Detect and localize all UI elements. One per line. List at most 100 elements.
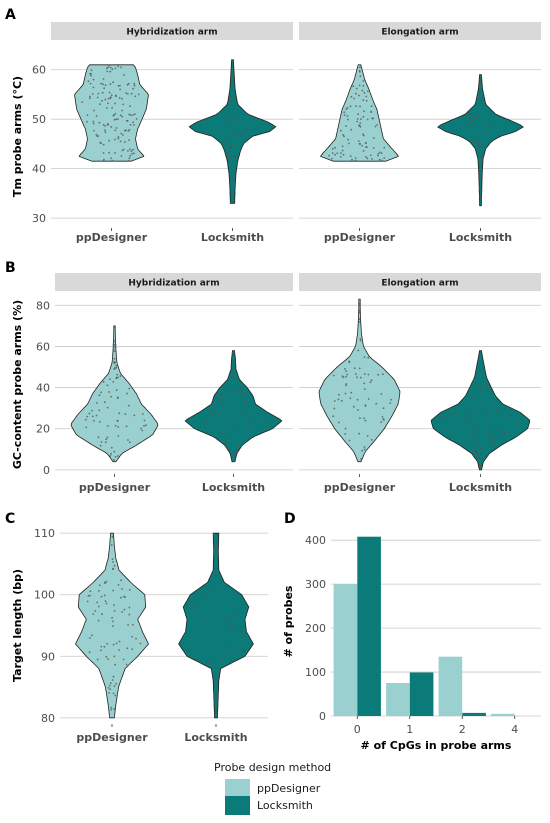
panel-c-facet-1-dot: [111, 620, 114, 623]
panel-b-facet-1-dot: [258, 428, 261, 431]
panel-a-facet-1-dot: [229, 100, 232, 102]
panel-c-facet-1-dot: [194, 593, 197, 595]
panel-c-facet-1-dot: [224, 617, 227, 620]
panel-b-facet-1-dot: [117, 376, 120, 379]
panel-c-facet-1-dot: [218, 583, 221, 586]
panel-b-facet-1-dot: [209, 409, 212, 412]
panel-a-facet-2-dot: [349, 105, 352, 108]
panel-a-facet-1-dot: [232, 103, 235, 106]
panel-b-facet-1-y-tick-label-40: 40: [36, 382, 50, 395]
panel-b-facet-2-dot: [345, 370, 348, 372]
panel-a-facet-2-dot: [343, 114, 346, 116]
panel-c-facet-1-dot: [88, 651, 91, 654]
panel-b-facet-2-dot: [353, 367, 356, 370]
panel-b-facet-2-dot: [359, 303, 361, 305]
panel-a-facet-1-dot: [230, 96, 233, 99]
panel-c-facet-1-dot: [111, 616, 113, 619]
panel-a-facet-1-dot: [106, 70, 109, 73]
panel-c-facet-1-x-tick-label-ppdesigner: ppDesigner: [76, 731, 148, 744]
panel-c-facet-1-dot: [214, 678, 216, 681]
panel-b-facet-2-dot: [364, 419, 367, 422]
panel-a-facet-1-x-tick-label-locksmith: Locksmith: [201, 231, 264, 244]
panel-b-facet-2-dot: [363, 388, 366, 391]
panel-a-facet-2-dot: [342, 134, 344, 136]
panel-a-facet-1-dot: [230, 94, 233, 97]
panel-a-facet-2-dot: [365, 95, 368, 98]
panel-a-facet-1-dot: [229, 112, 232, 115]
panel-a-facet-1-dot: [231, 177, 234, 180]
panel-a-y-axis-title: Tm probe arms (°C): [11, 76, 24, 197]
panel-c-facet-1-y-tick-label-80: 80: [41, 712, 55, 725]
panel-a-facet-1-dot: [92, 86, 95, 89]
panel-a-facet-1-strip: [51, 22, 293, 40]
panel-b-facet-2-dot: [357, 349, 360, 352]
panel-a-facet-2-dot: [365, 156, 367, 158]
panel-b-facet-1-dot: [220, 399, 223, 401]
panel-b-facet-2-dot: [383, 419, 385, 421]
panel-a-facet-1-dot: [103, 87, 105, 90]
panel-d-y-axis-title: # of probes: [282, 585, 295, 657]
panel-a-facet-1-dot: [89, 97, 91, 100]
panel-b-facet-2-dots-ppdesigner: [332, 302, 393, 461]
panel-a-facet-2-dot: [331, 148, 334, 150]
panel-b-facet-2-dot: [485, 412, 488, 415]
panel-b-facet-1-dot: [99, 421, 101, 423]
panel-b-facet-1-dot: [233, 350, 235, 353]
panel-a-facet-2-dot: [479, 87, 482, 90]
panel-b-facet-2-dot: [367, 398, 370, 400]
panel-a-facet-2-dot: [477, 140, 479, 142]
panel-a-facet-1-dot: [98, 121, 101, 124]
panel-a-facet-2-dot: [490, 112, 492, 114]
panel-b-facet-2-dot: [390, 398, 393, 401]
panel-c-facet-1-dot: [234, 615, 237, 617]
panel-b-facet-1-dot: [273, 420, 276, 422]
panel-c-facet-1-dot: [107, 658, 109, 660]
panel-d-bar-ppdesigner-1: [386, 683, 410, 716]
panel-c-facet-1-dot: [222, 617, 225, 620]
panel-b-facet-1-dot: [85, 418, 87, 421]
panel-a-facet-2-dot: [357, 140, 360, 143]
panel-a-facet-2-dot: [479, 153, 481, 156]
panel-c-facet-1-dots-ppdesigner: [86, 535, 142, 711]
panel-a-facet-1-dot: [102, 152, 105, 154]
panel-a-facet-2-dot: [363, 110, 365, 112]
panel-a-facet-2-dot: [475, 117, 478, 119]
panel-a-facet-2-dot: [480, 155, 483, 158]
panel-b-facet-1-dot: [218, 397, 221, 400]
panel-b-facet-2-dot: [476, 407, 479, 410]
panel-a-facet-1-dot: [128, 128, 131, 131]
panel-c-facet-1-dot: [131, 648, 134, 650]
panel-a-facet-1-dot: [237, 135, 240, 137]
panel-a-facet-1-dot: [124, 141, 126, 143]
panel-b-facet-1-dot: [204, 426, 206, 429]
panel-b-facet-1-dot: [114, 361, 116, 364]
panel-c-facet-1-dot: [189, 601, 192, 604]
panel-b-facet-2-dot: [479, 387, 481, 390]
panel-a-facet-2-dot: [484, 147, 487, 149]
panel-a-facet-2-dot: [479, 163, 482, 166]
panel-a-facet-2-dot: [481, 146, 484, 148]
panel-c-facet-1-dot: [214, 712, 217, 714]
panel-a-facet-1-dot: [122, 148, 125, 151]
panel-c-facet-1-dot: [89, 637, 91, 639]
panel-c-facet-1-y-tick-label-90: 90: [41, 650, 55, 663]
panel-b-facet-2-dot: [477, 453, 479, 456]
panel-b-facet-1-dot: [112, 458, 115, 461]
panel-c-facet-1-dot: [104, 582, 107, 584]
panel-a-facet-2-dot: [362, 80, 365, 82]
panel-a-facet-2-dot: [478, 195, 481, 197]
panel-b-facet-1-dot: [231, 367, 234, 369]
panel-b-facet-1-dots-locksmith: [202, 350, 276, 463]
panel-b-facet-1-dot: [141, 429, 144, 432]
panel-b-facet-2-dot: [476, 443, 478, 445]
panel-b-facet-2-dot: [338, 393, 340, 396]
panel-c-facet-1-dot: [236, 633, 239, 635]
panel-a-facet-2-dot: [488, 119, 490, 121]
panel-c-facet-1-dot: [228, 623, 231, 625]
panel-d-x-axis-title: # of CpGs in probe arms: [361, 739, 512, 752]
panel-c-facet-1-dot: [135, 637, 137, 640]
panel-a-facet-1-dot: [235, 117, 238, 120]
panel-b-facet-1-dot: [202, 423, 205, 425]
panel-a-facet-2-dot: [481, 158, 483, 161]
panel-b-facet-2-dot: [476, 372, 479, 375]
